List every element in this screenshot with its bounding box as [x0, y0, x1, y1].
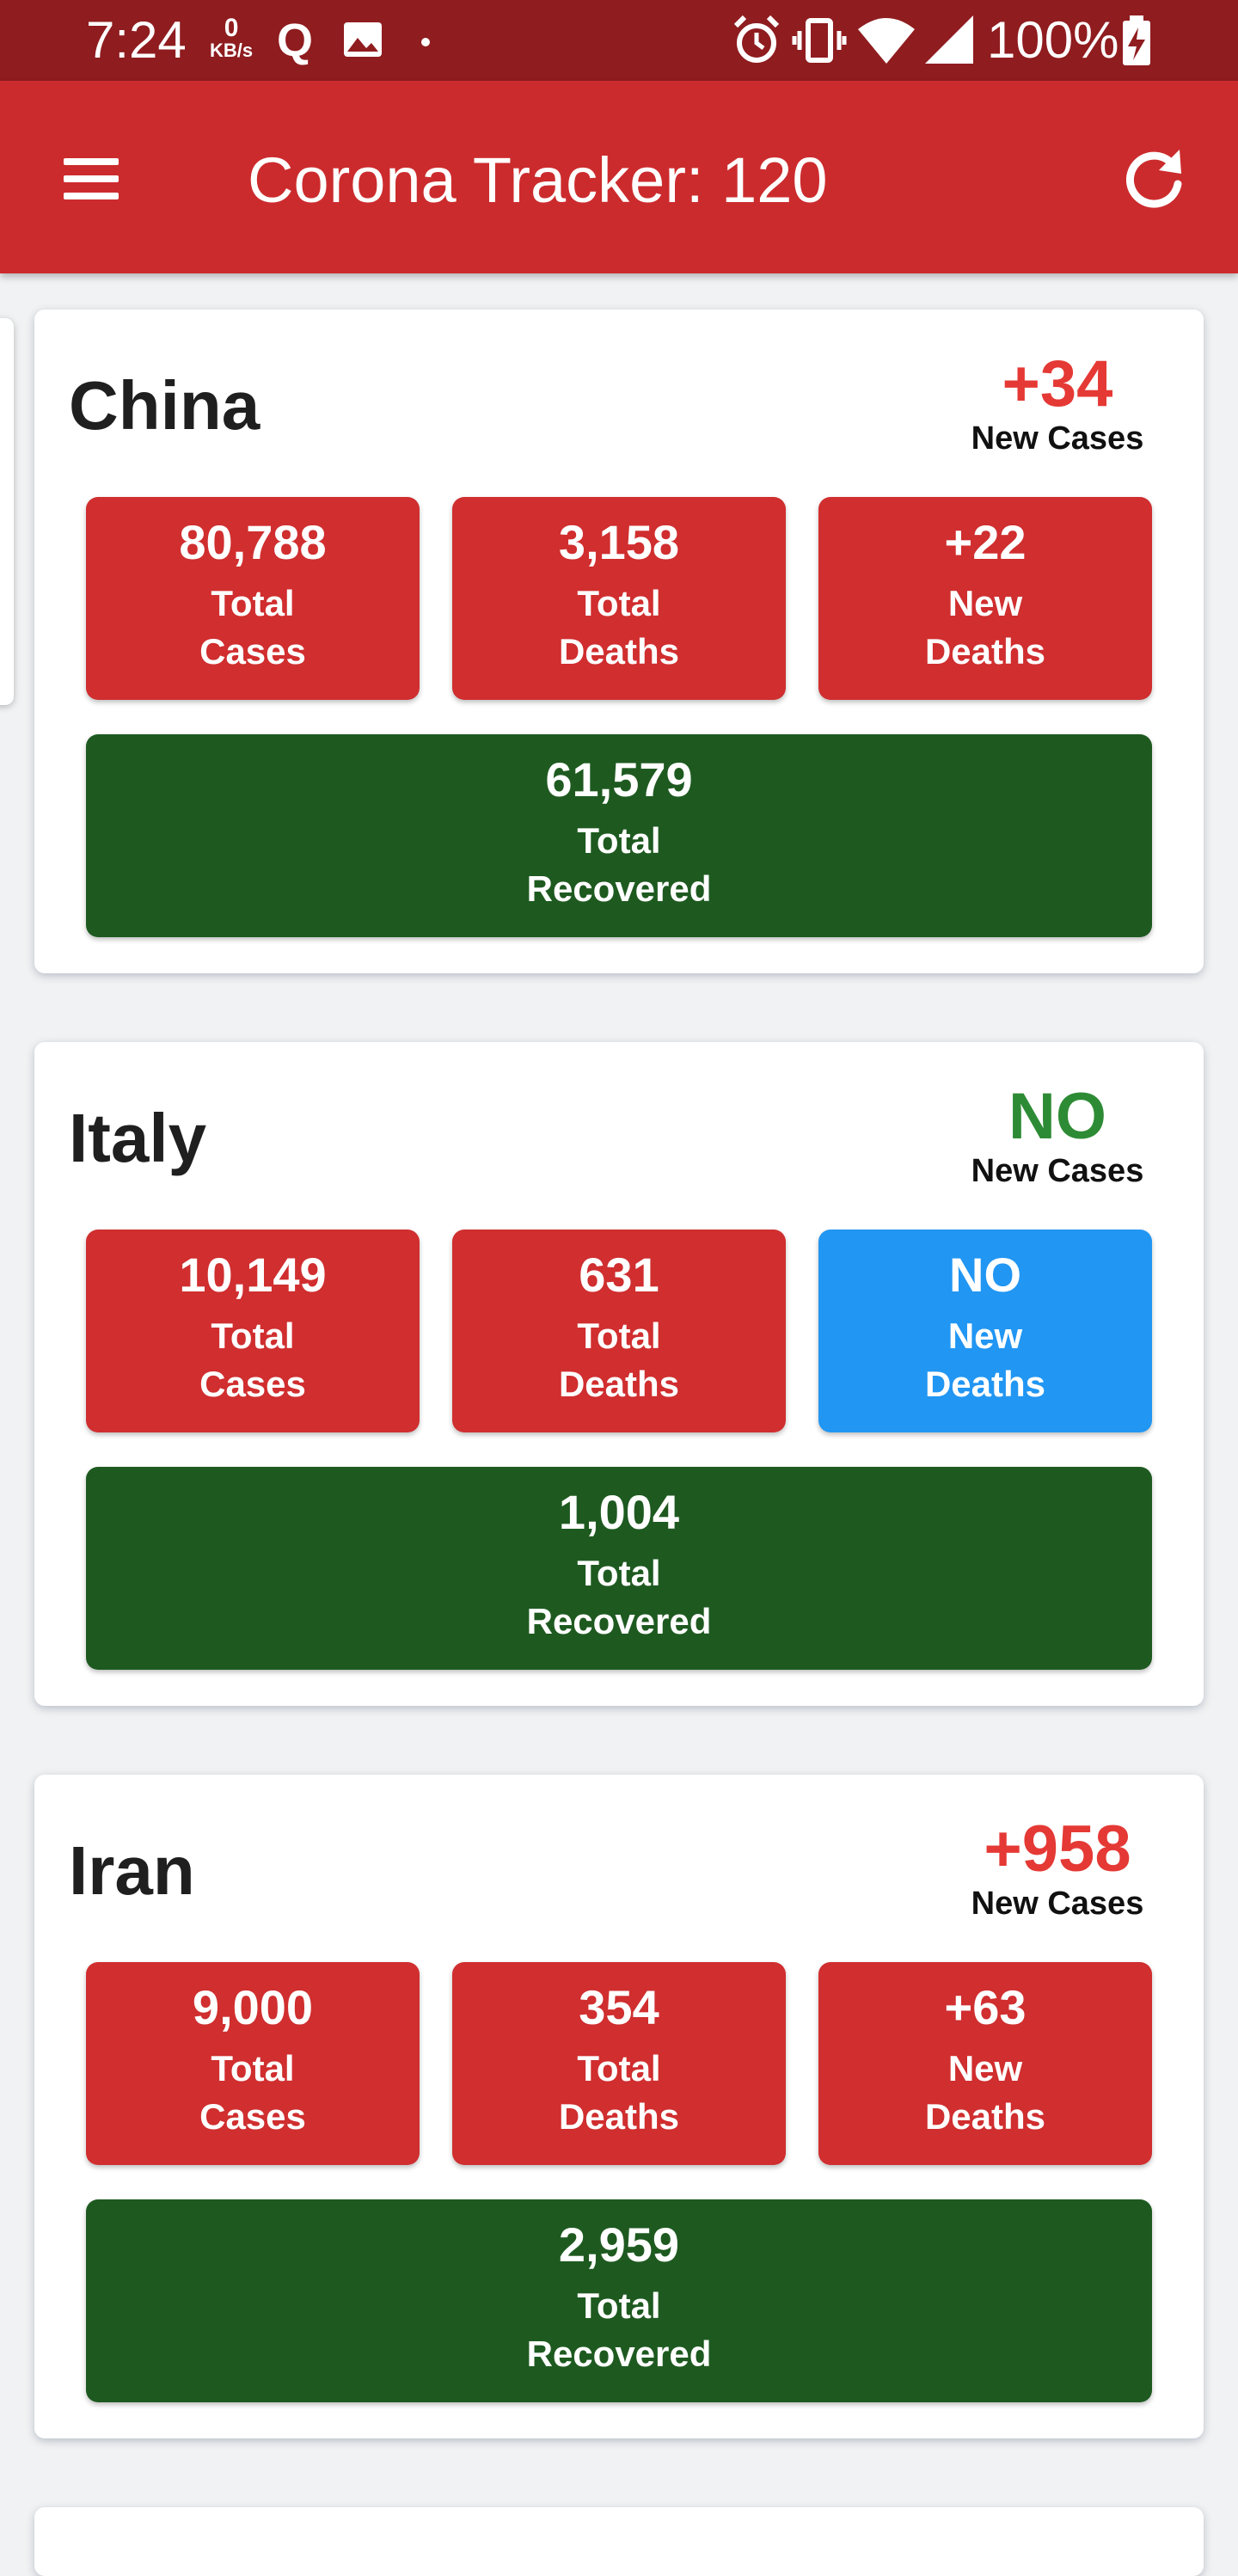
new-deaths-label: New Deaths [924, 1316, 1046, 1404]
app-title: Corona Tracker: 120 [248, 144, 828, 216]
new-deaths-tile: +22 New Deaths [818, 497, 1152, 700]
dot-icon [421, 38, 430, 46]
new-deaths-tile: +63 New Deaths [818, 1962, 1152, 2165]
new-cases-label: New Cases [971, 420, 1144, 457]
battery-percent: 100% [987, 11, 1119, 69]
total-deaths-value: 631 [579, 1248, 659, 1302]
total-recovered-tile: 1,004 Total Recovered [86, 1467, 1152, 1670]
total-recovered-value: 61,579 [545, 752, 693, 807]
signal-icon [925, 15, 973, 64]
country-card[interactable]: Italy NO New Cases 10,149 Total Cases 63… [34, 1042, 1204, 1706]
new-deaths-value: NO [949, 1248, 1021, 1302]
status-time: 7:24 [86, 11, 187, 69]
image-icon [344, 22, 382, 57]
hamburger-menu-icon[interactable] [52, 139, 131, 218]
country-name: China [69, 367, 260, 444]
total-deaths-tile: 631 Total Deaths [452, 1230, 786, 1432]
total-cases-label: Total Cases [199, 2048, 306, 2137]
new-cases-value: NO [1008, 1080, 1106, 1153]
total-deaths-value: 354 [579, 1980, 659, 2034]
side-drawer-edge[interactable] [0, 318, 14, 705]
app-bar: Corona Tracker: 120 [0, 81, 1238, 273]
total-recovered-label: Total Recovered [526, 1553, 712, 1641]
refresh-icon[interactable] [1118, 141, 1193, 217]
total-recovered-tile: 2,959 Total Recovered [86, 2199, 1152, 2402]
status-bar: 7:24 0 KB/s Q 100% [0, 0, 1238, 81]
new-cases-value: +34 [1002, 347, 1113, 420]
new-cases: +958 New Cases [946, 1814, 1169, 1923]
new-cases: NO New Cases [946, 1082, 1169, 1190]
country-card[interactable]: Iran +958 New Cases 9,000 Total Cases 35… [34, 1775, 1204, 2438]
country-card-partial[interactable] [34, 2507, 1204, 2576]
total-recovered-value: 2,959 [558, 2217, 680, 2272]
total-recovered-value: 1,004 [558, 1485, 680, 1539]
total-deaths-label: Total Deaths [558, 1316, 680, 1404]
country-card[interactable]: China +34 New Cases 80,788 Total Cases 3… [34, 310, 1204, 973]
network-speed-unit: KB/s [210, 40, 254, 61]
total-deaths-label: Total Deaths [558, 2048, 680, 2137]
total-deaths-label: Total Deaths [558, 583, 680, 672]
status-icons: 100% [731, 12, 1161, 69]
total-recovered-label: Total Recovered [526, 820, 712, 909]
alarm-icon [733, 15, 780, 63]
total-recovered-tile: 61,579 Total Recovered [86, 734, 1152, 937]
new-deaths-tile: NO New Deaths [818, 1230, 1152, 1432]
total-deaths-value: 3,158 [558, 515, 680, 569]
total-cases-tile: 9,000 Total Cases [86, 1962, 420, 2165]
total-deaths-tile: 3,158 Total Deaths [452, 497, 786, 700]
new-deaths-value: +63 [944, 1980, 1027, 2034]
new-deaths-label: New Deaths [924, 583, 1046, 672]
total-cases-tile: 10,149 Total Cases [86, 1230, 420, 1432]
network-speed-value: 0 [224, 14, 239, 42]
total-cases-value: 10,149 [179, 1248, 327, 1302]
wifi-icon [858, 18, 915, 64]
country-name: Italy [69, 1100, 207, 1176]
new-deaths-label: New Deaths [924, 2048, 1046, 2137]
new-cases-label: New Cases [971, 1153, 1144, 1189]
new-cases-label: New Cases [971, 1886, 1144, 1922]
new-cases: +34 New Cases [946, 349, 1169, 457]
network-speed: 0 KB/s [210, 15, 253, 60]
country-name: Iran [69, 1832, 195, 1909]
battery-charging-icon [1123, 15, 1150, 65]
new-cases-value: +958 [984, 1812, 1131, 1886]
total-cases-value: 9,000 [192, 1980, 314, 2034]
total-recovered-label: Total Recovered [526, 2285, 712, 2374]
vibrate-icon [792, 18, 847, 63]
new-deaths-value: +22 [944, 515, 1027, 569]
total-cases-label: Total Cases [199, 583, 306, 672]
total-cases-tile: 80,788 Total Cases [86, 497, 420, 700]
total-cases-value: 80,788 [179, 515, 327, 569]
total-cases-label: Total Cases [199, 1316, 306, 1404]
q-app-icon: Q [277, 15, 314, 66]
total-deaths-tile: 354 Total Deaths [452, 1962, 786, 2165]
